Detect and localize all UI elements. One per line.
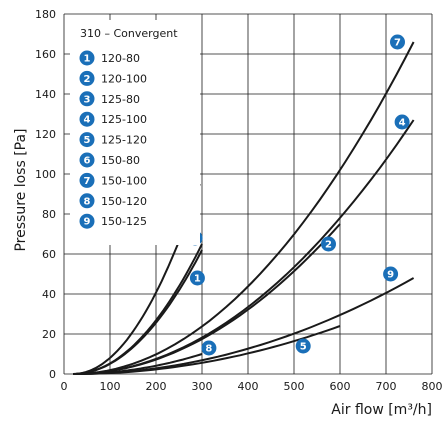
badge-number: 2 [84,74,91,85]
badge-9: 9 [383,266,399,282]
badge-circle [321,236,336,252]
badge-circle [383,266,399,282]
y-tick-label: 160 [35,48,56,61]
badge-number: 3 [84,94,91,105]
x-tick-label: 700 [376,380,397,393]
x-tick-label: 800 [422,380,442,393]
badge-6: 6 [79,152,95,168]
badge-circle [295,338,311,354]
badge-2: 2 [79,70,95,86]
badge-circle [79,193,95,209]
x-tick-label: 400 [238,380,259,393]
badge-number: 5 [300,342,307,353]
badge-3: 3 [79,91,95,107]
badge-circle [79,50,95,66]
x-tick-label: 300 [192,380,213,393]
badge-circle [390,34,405,50]
badge-circle [79,213,95,229]
curve-7 [73,41,415,375]
curves [73,41,415,375]
badge-1: 1 [189,270,205,286]
badge-circle [189,270,205,286]
curve-9 [73,277,415,375]
y-tick-label: 80 [42,208,56,221]
badge-circle [79,132,95,148]
badge-1: 1 [79,50,95,66]
y-tick-label: 0 [49,368,56,381]
badge-number: 7 [394,38,401,49]
y-tick-label: 100 [35,168,56,181]
y-tick-label: 120 [35,128,56,141]
legend-title: 310 – Convergent [80,27,178,40]
x-tick-label: 0 [61,380,68,393]
y-tick-label: 180 [35,8,56,21]
badge-number: 2 [325,240,332,251]
badge-9: 9 [79,213,95,229]
tick-labels: 0 100 200 300 400 500 600 700 800 0 20 40 60 80 100 120… [35,8,442,393]
badge-number: 5 [84,135,91,146]
badge-circle [79,172,95,188]
curve-3 [73,243,203,375]
legend-label-4: 125-100 [101,113,147,126]
y-tick-label: 40 [42,288,56,301]
badge-number: 4 [399,118,406,129]
x-tick-label: 600 [330,380,351,393]
badge-number: 9 [84,217,91,228]
badge-number: 7 [84,176,91,187]
badge-4: 4 [394,114,410,130]
grid [63,13,433,375]
badge-5: 5 [79,132,95,148]
x-tick-label: 100 [100,380,121,393]
y-tick-label: 140 [35,88,56,101]
x-tick-label: 200 [146,380,167,393]
y-tick-label: 60 [42,248,56,261]
legend-label-8: 150-120 [101,195,147,208]
x-axis-title: Air flow [m³/h] [331,402,432,418]
badge-number: 9 [387,270,394,281]
badge-number: 4 [84,115,91,126]
badge-circle [79,70,95,86]
badge-7: 7 [390,34,405,50]
legend-label-3: 125-80 [101,93,140,106]
badge-circle [79,91,95,107]
curve-1 [73,249,203,375]
y-axis-title: Pressure loss [Pa] [13,128,29,251]
badge-number: 8 [205,344,212,355]
curve-markers: 123456789 [180,34,410,356]
badge-4: 4 [79,111,95,127]
badge-circle [394,114,410,130]
badge-5: 5 [295,338,311,354]
badge-number: 8 [84,196,91,207]
badge-7: 7 [79,172,95,188]
legend-label-2: 120-100 [101,72,147,85]
badge-number: 1 [84,54,91,65]
badge-number: 1 [194,274,201,285]
badge-2: 2 [321,236,336,252]
legend-label-7: 150-100 [101,174,147,187]
badge-8: 8 [201,340,217,356]
legend-label-5: 125-120 [101,134,147,147]
y-tick-label: 20 [42,328,56,341]
badge-circle [79,152,95,168]
legend-label-9: 150-125 [101,215,147,228]
badge-circle [201,340,217,356]
badge-number: 6 [84,156,91,167]
legend: 310 – Convergent 1 120-80 2 120-100 3 125-80 4… [70,20,200,245]
badge-circle [79,111,95,127]
legend-label-1: 120-80 [101,52,140,65]
badge-8: 8 [79,193,95,209]
legend-label-6: 150-80 [101,154,140,167]
curve-4 [73,119,415,375]
x-tick-label: 500 [284,380,305,393]
